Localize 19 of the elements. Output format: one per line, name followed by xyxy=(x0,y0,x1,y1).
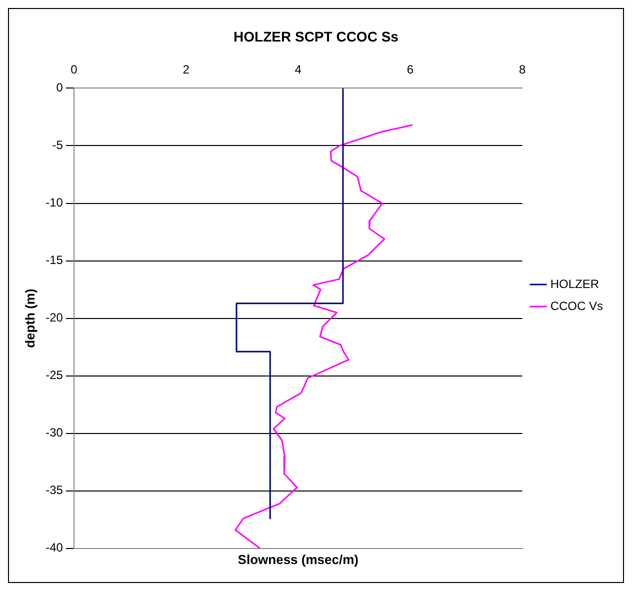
x-tick-label: 8 xyxy=(518,62,526,76)
y-tick-label: -25 xyxy=(46,368,64,382)
y-tick-label: -40 xyxy=(46,540,64,555)
y-tick-label: -35 xyxy=(46,483,64,498)
x-tick-label: 6 xyxy=(406,62,414,76)
x-axis-title: Slowness (msec/m) xyxy=(238,552,358,567)
x-tick-label: 2 xyxy=(182,62,190,76)
y-tick-label: -10 xyxy=(46,196,64,210)
y-tick-label: -30 xyxy=(46,426,64,440)
legend-label: HOLZER xyxy=(550,276,600,291)
y-tick-label: -20 xyxy=(46,310,64,325)
legend-label: CCOC Vs xyxy=(550,298,603,313)
y-tick-label: -5 xyxy=(52,138,64,152)
x-tick-label: 4 xyxy=(294,62,302,76)
chart-title: HOLZER SCPT CCOC Ss xyxy=(234,28,399,44)
y-axis-title: depth (m) xyxy=(22,288,38,348)
x-tick-label: 0 xyxy=(70,62,78,76)
y-tick-label: 0 xyxy=(56,80,64,95)
y-tick-label: -15 xyxy=(46,253,64,268)
